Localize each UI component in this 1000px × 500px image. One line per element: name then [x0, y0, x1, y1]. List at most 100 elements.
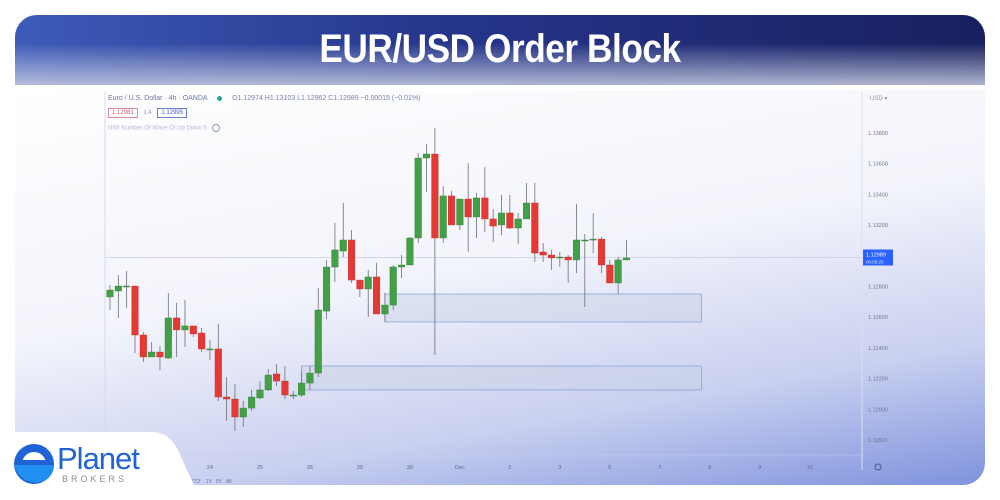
candle [398, 255, 406, 279]
title-banner: EUR/USD Order Block [15, 15, 985, 85]
candle-body [298, 382, 306, 396]
candle-body [323, 266, 331, 312]
candle-body [164, 317, 172, 359]
candle-body [106, 289, 114, 298]
candle [547, 249, 555, 270]
eye-icon[interactable] [212, 124, 221, 132]
candle-body [473, 197, 481, 218]
indicator-label[interactable]: NWI Number Of Wave Of Up Down 5 [108, 125, 207, 132]
candle-body [306, 372, 314, 384]
candle-body [356, 279, 364, 290]
candle [589, 212, 597, 254]
candle-body [406, 237, 414, 266]
candle-body [414, 157, 422, 239]
candle-body [223, 396, 231, 400]
candle [356, 279, 364, 297]
candle-body [564, 256, 572, 261]
logo-backdrop [0, 432, 200, 500]
spread-value: 1.4 [143, 110, 152, 116]
bar-countdown-label: 00:05:25 [866, 259, 884, 264]
brand-subtitle: BROKERS [62, 474, 128, 484]
candle-body [198, 332, 206, 350]
candle [473, 193, 481, 238]
y-tick-label: 1.13400 [868, 192, 888, 198]
x-tick-label: 6 [608, 465, 611, 471]
candle-body [131, 285, 139, 336]
y-tick-label: 1.12600 [868, 315, 888, 321]
gear-icon[interactable] [874, 463, 882, 471]
range-all[interactable]: All [226, 479, 232, 485]
sell-button[interactable]: 1.12981 [108, 108, 138, 118]
candle-body [156, 351, 164, 358]
candle-body [139, 334, 147, 358]
candle [423, 144, 431, 192]
candle-body [464, 198, 472, 218]
y-tick-label: 1.12800 [868, 285, 888, 291]
candle-body [373, 276, 381, 315]
candle [273, 364, 281, 386]
planet-logo-icon [14, 444, 54, 484]
buy-button[interactable]: 1.12995 [157, 108, 188, 118]
candle [389, 265, 397, 310]
candle [622, 239, 630, 261]
candle-body [339, 239, 347, 252]
candle [281, 366, 289, 400]
candle [364, 269, 372, 318]
candle [156, 346, 164, 371]
candle-body [231, 398, 239, 418]
y-tick-label: 1.13200 [868, 223, 888, 229]
candle [381, 292, 389, 322]
candle [556, 251, 564, 268]
candle [214, 323, 222, 402]
x-tick-label: 26 [307, 465, 313, 471]
candle [114, 274, 122, 318]
candle [373, 263, 381, 315]
chart-frame [15, 90, 985, 485]
candle [323, 259, 331, 320]
x-tick-label: 7 [658, 465, 661, 471]
candle-body [256, 389, 264, 399]
range-1y[interactable]: 1Y [206, 479, 213, 485]
candle-body [531, 202, 539, 254]
range-5y[interactable]: 5Y [216, 479, 223, 485]
candle [123, 270, 131, 308]
candle [481, 166, 489, 233]
candle-body [148, 351, 156, 358]
candle-body [506, 212, 514, 229]
candle [414, 152, 422, 244]
symbol-label[interactable]: Euro / U.S. Dollar · 4h · OANDA [108, 95, 208, 102]
candle-body [314, 309, 322, 374]
candle [531, 183, 539, 262]
candle-body [523, 202, 531, 220]
candle [239, 401, 247, 427]
candle [523, 183, 531, 220]
y-tick-label: 1.13800 [868, 131, 888, 137]
candle [539, 243, 547, 262]
indicator-legend: NWI Number Of Wave Of Up Down 5 [108, 124, 221, 132]
candle-body [448, 195, 456, 226]
candle-body [398, 264, 406, 268]
candle [181, 300, 189, 347]
x-tick-label: 9 [758, 465, 761, 471]
candle [131, 285, 139, 353]
candle-body [248, 396, 256, 409]
brand-name: Planet [57, 441, 140, 476]
chart-header: Euro / U.S. Dollar · 4h · OANDA O1.12974… [108, 95, 420, 102]
x-tick-label: 3 [558, 465, 561, 471]
x-tick-label: 29 [357, 465, 363, 471]
candle-body [214, 348, 222, 398]
x-tick-label: 10 [807, 465, 813, 471]
last-price-badge [863, 249, 893, 266]
candle [173, 302, 181, 357]
x-tick-label: 25 [257, 465, 263, 471]
candle-body [181, 325, 189, 331]
range-ytd[interactable]: YTD [190, 479, 200, 485]
candle [289, 391, 297, 400]
currency-selector[interactable]: USD ▾ [870, 96, 888, 102]
candle-body [239, 407, 247, 418]
candle-body [331, 249, 339, 268]
candle [189, 325, 197, 338]
candle [448, 191, 456, 226]
candle-body [114, 285, 122, 292]
